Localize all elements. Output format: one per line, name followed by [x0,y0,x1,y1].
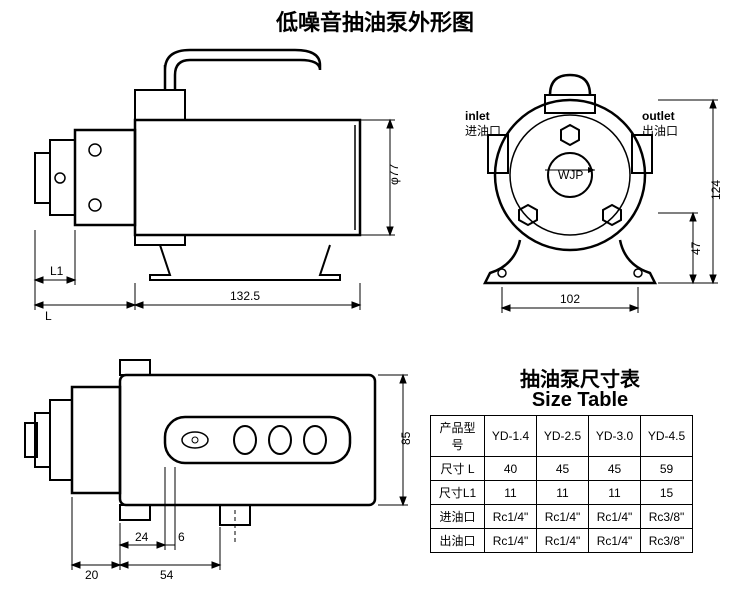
dim-L1: L1 [50,264,64,278]
row-label: 进油口 [431,505,485,529]
cell: Rc1/4" [589,529,641,553]
cell: 40 [485,457,537,481]
dim-front-width: 102 [560,292,580,306]
row-label: 出油口 [431,529,485,553]
table-row: 出油口 Rc1/4" Rc1/4" Rc1/4" Rc3/8" [431,529,693,553]
side-view: φ77 132.5 L1 L [35,50,401,323]
dim-body-length: 132.5 [230,289,260,303]
cell: 15 [641,481,693,505]
cell: Rc1/4" [537,529,589,553]
size-table-title-cn: 抽油泵尺寸表 [430,363,730,392]
col-header: YD-2.5 [537,416,589,457]
cell: Rc1/4" [589,505,641,529]
cell: 11 [537,481,589,505]
page-title: 低噪音抽油泵外形图 [0,5,750,37]
cell: Rc1/4" [485,505,537,529]
cell: 45 [589,457,641,481]
col-header: YD-4.5 [641,416,693,457]
row-label: 尺寸 L [431,457,485,481]
front-view: WJP inlet 进油口 outlet 出油口 [465,75,723,313]
outlet-cn-label: 出油口 [642,124,678,138]
outlet-en-label: outlet [642,109,675,123]
col-header: YD-3.0 [589,416,641,457]
table-row: 进油口 Rc1/4" Rc1/4" Rc1/4" Rc3/8" [431,505,693,529]
dim-54: 54 [160,568,174,582]
col-header: YD-1.4 [485,416,537,457]
upper-drawings: φ77 132.5 L1 L WJP [0,35,750,345]
cell: Rc3/8" [641,505,693,529]
row-label: 尺寸L1 [431,481,485,505]
cell: 45 [537,457,589,481]
table-row: 尺寸 L 40 45 45 59 [431,457,693,481]
dim-diameter: φ77 [387,164,401,185]
cell: Rc1/4" [485,529,537,553]
lower-area: 85 24 6 20 54 抽油泵尺寸表 Size [0,345,750,600]
cell: 11 [589,481,641,505]
dim-24: 24 [135,530,149,544]
dim-top-width: 85 [399,431,413,445]
dim-20: 20 [85,568,99,582]
size-table-title-en: Size Table [430,389,730,412]
dim-front-h2: 124 [709,180,723,200]
cell: 11 [485,481,537,505]
cell: Rc1/4" [537,505,589,529]
dim-6: 6 [178,530,185,544]
inlet-en-label: inlet [465,109,490,123]
cell: Rc3/8" [641,529,693,553]
header-cell: 产品型号 [431,416,485,457]
dim-L: L [45,309,52,323]
table-row: 尺寸L1 11 11 11 15 [431,481,693,505]
cell: 59 [641,457,693,481]
table-row: 产品型号 YD-1.4 YD-2.5 YD-3.0 YD-4.5 [431,416,693,457]
top-view: 85 24 6 20 54 [25,360,413,582]
dim-front-h1: 47 [689,241,703,255]
size-table: 产品型号 YD-1.4 YD-2.5 YD-3.0 YD-4.5 尺寸 L 40… [430,415,693,553]
inlet-cn-label: 进油口 [465,124,501,138]
